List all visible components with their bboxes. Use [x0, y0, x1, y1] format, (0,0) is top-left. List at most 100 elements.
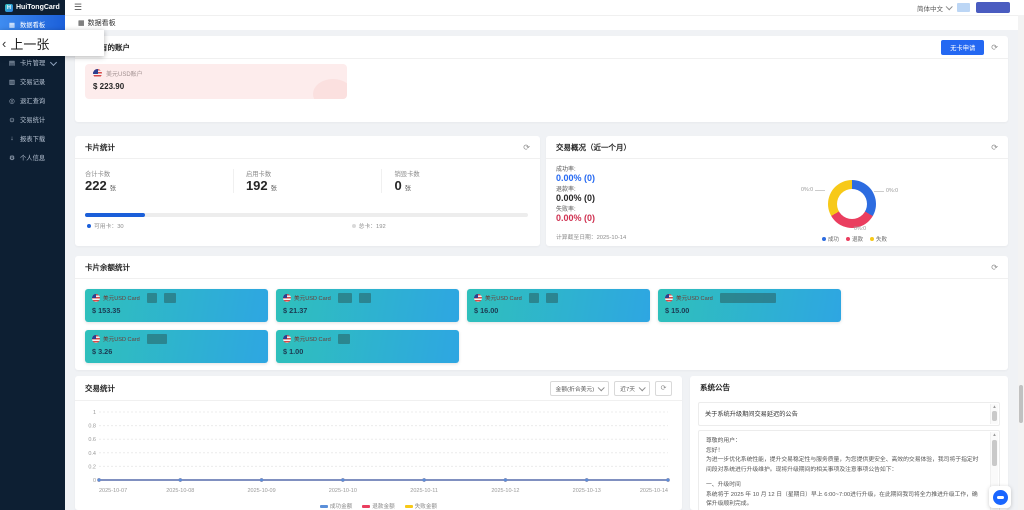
legend-dot — [87, 223, 91, 228]
headset-icon — [992, 489, 1008, 505]
chevron-down-icon — [945, 3, 953, 11]
account-name: 美元USD账户 — [106, 72, 143, 78]
legend-marker — [319, 504, 328, 508]
announcement-item[interactable]: 关于系统升级期间交易延迟的公告 — [705, 411, 798, 418]
stat-col-0: 合计卡数 222 张 — [85, 171, 116, 193]
chevron-down-icon — [49, 58, 58, 67]
usd-account-card[interactable]: 美元USD账户 $ 223.90 — [85, 64, 347, 99]
refresh-icon[interactable]: ⟳ — [655, 380, 672, 396]
announcement-paragraph: 尊敬的用户： — [706, 438, 741, 444]
range-select[interactable]: 近7天 — [614, 380, 650, 396]
scrollbar[interactable]: ▲ — [990, 432, 998, 510]
refresh-icon[interactable]: ⟳ — [523, 142, 530, 152]
chart-legend-item[interactable]: 成功金额 — [319, 502, 352, 510]
legend-dot — [351, 223, 356, 228]
donut-label-left: 0%:0 — [801, 187, 826, 193]
redaction-block — [337, 293, 352, 303]
dashboard-icon: ▦ — [78, 20, 85, 27]
rate-block: 失败率: 0.00% (0) — [556, 207, 596, 223]
stats-legend-item: 总卡：192 — [351, 221, 386, 230]
legend-marker — [404, 504, 413, 508]
scroll-up-icon[interactable]: ▲ — [992, 432, 997, 437]
decorative-shape — [313, 79, 347, 99]
rate-block: 成功率: 0.00% (0) — [556, 167, 596, 183]
svg-text:2025-10-09: 2025-10-09 — [248, 488, 276, 494]
stat-col-2: 销毁卡数 0 张 — [381, 169, 530, 193]
announcement-paragraph: 一、升级时间 — [706, 482, 741, 489]
metric-select[interactable]: 金额(折合美元) — [549, 380, 610, 396]
legend-dot — [822, 237, 826, 241]
chart-legend-item[interactable]: 失败金额 — [404, 502, 437, 510]
refund-icon: ◎ — [9, 97, 15, 105]
redaction-block — [528, 293, 539, 303]
balance-card-item[interactable]: 美元USD Card $ 21.37 — [276, 289, 459, 322]
balance-card-item[interactable]: 美元USD Card $ 16.00 — [467, 289, 650, 322]
previous-label: 上一张 — [10, 36, 50, 52]
apply-card-button[interactable]: 无卡申请 — [941, 39, 985, 55]
announcement-card: 系统公告 关于系统升级期间交易延迟的公告 ▲ 尊敬的用户： 您好！ 为进一步优化系统… — [690, 376, 1008, 510]
stat-col-1: 启用卡数 192 张 — [232, 169, 382, 193]
balance-stats-header: 卡片余额统计 ⟳ — [75, 256, 1008, 279]
balance-grid: 美元USD Card $ 153.35 美元USD Card $ 21.37 美元USD… — [75, 279, 1008, 373]
chevron-left-icon: ‹ — [2, 35, 7, 51]
us-flag-icon — [283, 335, 291, 343]
svg-text:0.6: 0.6 — [88, 437, 96, 443]
refresh-icon[interactable]: ⟳ — [991, 142, 998, 152]
redaction-block — [163, 293, 176, 303]
redaction-block — [719, 293, 776, 303]
tx-overview-header: 交易概况（近一个月） ⟳ — [546, 136, 1008, 159]
scroll-thumb[interactable] — [992, 411, 997, 421]
logo-icon: H — [5, 3, 13, 12]
donut-label-right: 0%:0 — [873, 188, 899, 194]
profile-icon: ⚙ — [9, 154, 15, 162]
previous-image-overlay[interactable]: ‹ 上一张 — [0, 30, 104, 56]
donut-label-bottom: 0%:0 — [854, 226, 867, 232]
account-balance: $ 223.90 — [93, 82, 125, 91]
announcement-paragraph: 您好！ — [706, 447, 724, 454]
balance-card-item[interactable]: 美元USD Card $ 1.00 — [276, 330, 459, 363]
sidebar-item-cards[interactable]: ▤ 卡片管理 — [0, 53, 65, 72]
refresh-icon[interactable]: ⟳ — [991, 262, 998, 272]
rates-column: 成功率: 0.00% (0) 退款率: 0.00% (0) 失败率: 0.00% (0) — [556, 163, 595, 224]
hamburger-icon[interactable]: ☰ — [74, 2, 83, 12]
sidebar-item-stats[interactable]: ⊙ 交易统计 — [9, 116, 46, 125]
card-stats-header: 卡片统计 ⟳ — [75, 136, 540, 159]
user-badge[interactable] — [976, 2, 1010, 13]
sidebar-menu: ▦数据看板▣账户管理▤卡片管理▥交易记录◎退汇查询⊙交易统计↓报表下载⚙个人信息 — [0, 15, 65, 167]
tx-overview-title: 交易概况（近一个月） — [556, 142, 631, 152]
chart-legend-item[interactable]: 退款金额 — [362, 502, 395, 510]
stats-legend-item: 可用卡：30 — [87, 221, 124, 230]
chevron-down-icon — [638, 383, 646, 391]
range-select-value: 近7天 — [620, 386, 635, 393]
scroll-thumb[interactable] — [992, 440, 997, 466]
donut-legend: 成功 退款 失败 — [822, 235, 887, 243]
sidebar-item-profile[interactable]: ⚙ 个人信息 — [9, 154, 46, 163]
language-selector[interactable]: 简体中文 — [917, 3, 953, 13]
svg-text:2025-10-14: 2025-10-14 — [640, 488, 668, 494]
sidebar-item-records[interactable]: ▥ 交易记录 — [8, 78, 46, 87]
us-flag-icon — [283, 294, 291, 302]
page-scrollbar[interactable] — [1018, 15, 1024, 510]
tx-chart-filters: 金额(折合美元) 近7天 ⟳ — [549, 380, 672, 396]
redaction-block — [146, 293, 157, 303]
tx-donut-chart — [828, 180, 876, 228]
sidebar-item-download[interactable]: ↓ 报表下载 — [0, 129, 65, 148]
scroll-thumb[interactable] — [1019, 385, 1023, 423]
sidebar-item-refund[interactable]: ◎ 退汇查询 — [9, 97, 46, 106]
balance-card-item[interactable]: 美元USD Card $ 3.26 — [85, 330, 268, 363]
announcement-list: 关于系统升级期间交易延迟的公告 ▲ — [698, 402, 1000, 426]
card-stats-row: 合计卡数 222 张 启用卡数 192 张销毁卡数 0 张 — [75, 159, 540, 193]
balance-card-item[interactable]: 美元USD Card $ 153.35 — [85, 289, 268, 322]
announcement-title: 系统公告 — [700, 382, 730, 392]
refresh-icon[interactable]: ⟳ — [991, 42, 998, 52]
card-icon: ▤ — [8, 59, 16, 67]
balance-card-item[interactable]: 美元USD Card $ 15.00 — [658, 289, 841, 322]
customer-service-button[interactable] — [989, 486, 1011, 508]
redaction-block — [358, 293, 371, 303]
scrollbar[interactable]: ▲ — [990, 404, 998, 424]
card-stats-legend: 可用卡：30 总卡：192 — [87, 221, 517, 230]
sidebar-item-dashboard[interactable]: ▦ 数据看板 — [0, 15, 65, 34]
donut-legend-item: 退款 — [846, 235, 863, 243]
svg-text:0.4: 0.4 — [88, 451, 96, 457]
scroll-up-icon[interactable]: ▲ — [992, 404, 997, 409]
